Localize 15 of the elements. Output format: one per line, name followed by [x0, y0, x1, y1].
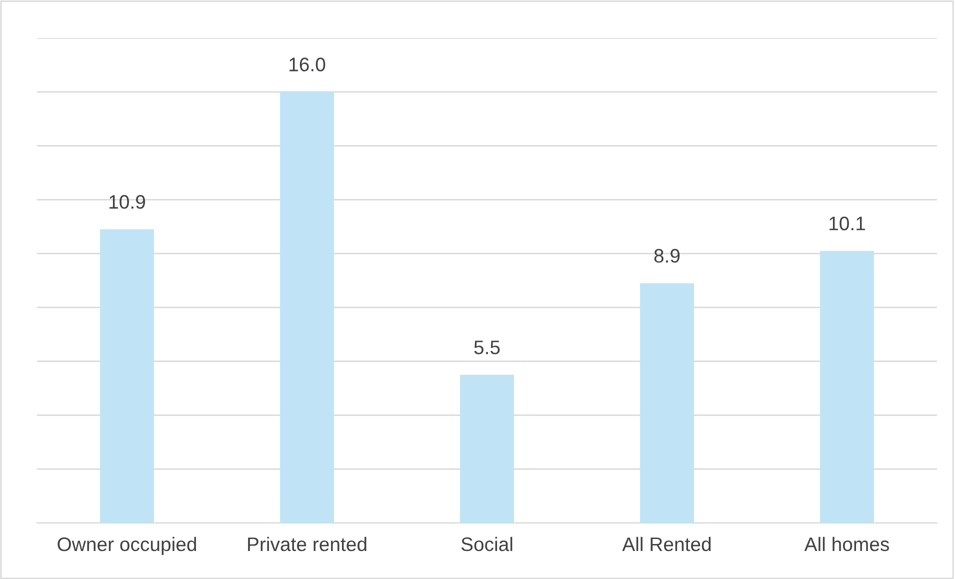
- x-tick-label: Owner occupied: [58, 536, 196, 556]
- bar: [640, 283, 694, 523]
- x-tick-label: All Rented: [622, 536, 711, 552]
- bar: [280, 92, 334, 523]
- data-label: 8.9: [654, 248, 680, 263]
- x-tick-label: Private rented: [248, 536, 366, 552]
- bar: [820, 250, 874, 523]
- data-label: 10.1: [830, 216, 865, 230]
- x-tick-label: All homes: [804, 536, 889, 552]
- bar: [460, 374, 514, 523]
- bar: [100, 229, 154, 523]
- data-label: 5.5: [474, 340, 500, 354]
- data-label: 16.0: [290, 58, 326, 72]
- data-label: 10.9: [110, 195, 145, 209]
- x-tick-label: Social: [461, 536, 512, 552]
